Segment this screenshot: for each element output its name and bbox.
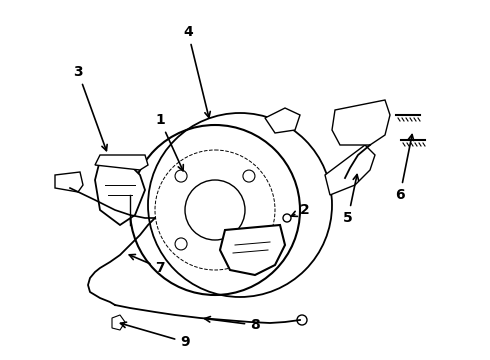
Polygon shape	[95, 155, 148, 170]
Circle shape	[283, 214, 291, 222]
Text: 1: 1	[155, 113, 183, 171]
Polygon shape	[220, 225, 285, 275]
Polygon shape	[112, 315, 125, 330]
Polygon shape	[332, 100, 390, 145]
Text: 4: 4	[183, 25, 210, 117]
Text: 3: 3	[73, 65, 107, 150]
Text: 2: 2	[291, 203, 310, 217]
Polygon shape	[325, 145, 375, 195]
Text: 9: 9	[121, 322, 190, 349]
Text: 5: 5	[343, 175, 359, 225]
Polygon shape	[55, 172, 83, 192]
Polygon shape	[265, 108, 300, 133]
Text: 6: 6	[395, 135, 414, 202]
Polygon shape	[95, 160, 145, 225]
Text: 7: 7	[129, 255, 165, 275]
Circle shape	[297, 315, 307, 325]
Text: 8: 8	[205, 316, 260, 332]
